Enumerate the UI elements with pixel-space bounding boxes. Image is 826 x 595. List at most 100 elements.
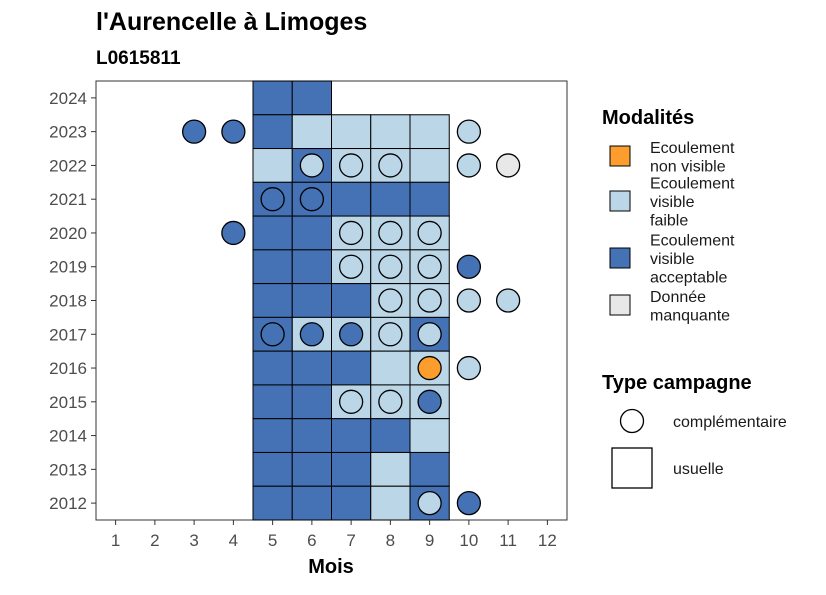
usuelle-cell (409, 418, 450, 453)
complementaire-point (338, 220, 364, 246)
legend-key (609, 294, 631, 316)
complementaire-point (417, 355, 442, 381)
y-tick-label: 2024 (49, 89, 87, 108)
y-tick-label: 2020 (49, 224, 87, 243)
usuelle-cell (331, 283, 372, 318)
complementaire-point (378, 220, 403, 246)
usuelle-cell (252, 114, 293, 150)
legend-label: Donnée manquante (650, 289, 730, 325)
chart-subtitle: L0615811 (96, 48, 181, 69)
usuelle-cell (252, 451, 293, 487)
usuelle-cell (370, 451, 411, 487)
complementaire-point (417, 288, 442, 313)
y-tick-label: 2017 (49, 325, 87, 344)
y-tick-label: 2019 (49, 258, 87, 277)
complementaire-point (338, 322, 364, 347)
usuelle-cell (291, 215, 332, 251)
usuelle-cell (252, 215, 293, 251)
legend-campagne-title: Type campagne (602, 372, 752, 394)
x-tick-label: 9 (425, 531, 434, 550)
y-tick-label: 2021 (49, 190, 87, 209)
x-tick-label: 4 (229, 531, 238, 550)
chart-title: l'Aurencelle à Limoges (96, 8, 367, 36)
usuelle-cell (252, 148, 293, 183)
x-tick-label: 11 (499, 531, 517, 550)
usuelle-cell (291, 350, 332, 386)
legend-key (609, 145, 631, 167)
legend-label: complémentaire (673, 414, 787, 431)
x-tick-label: 1 (111, 531, 120, 550)
complementaire-point (338, 153, 364, 178)
usuelle-cell (252, 283, 293, 318)
x-axis: 1 2 3 4 5 6 7 8 9 10 11 12 (111, 520, 557, 550)
usuelle-cell (370, 114, 411, 150)
usuelle-cell (331, 485, 372, 521)
usuelle-cell (291, 418, 332, 453)
legend-label: Ecoulement visible faible (650, 176, 735, 230)
y-axis: 2012 2013 2014 2015 2016 2017 2018 2019 2020 2021… (49, 89, 96, 513)
y-tick-label: 2014 (49, 427, 87, 446)
usuelle-cell (252, 418, 293, 453)
complementaire-point (378, 288, 403, 313)
usuelle-cell (291, 283, 332, 318)
usuelle-cell (331, 350, 372, 386)
complementaire-point (260, 322, 285, 347)
y-tick-label: 2012 (49, 494, 87, 513)
usuelle-cell (291, 485, 332, 521)
y-tick-label: 2015 (49, 393, 87, 412)
usuelle-cell (252, 350, 293, 386)
complementaire-points (181, 119, 521, 516)
usuelle-cell (291, 451, 332, 487)
complementaire-point (456, 490, 482, 516)
complementaire-point (299, 322, 325, 347)
legend-key (609, 247, 631, 269)
complementaire-point (495, 153, 521, 178)
complementaire-point (378, 153, 403, 178)
usuelle-cell (370, 350, 411, 386)
usuelle-cell (252, 485, 293, 521)
legend-label: usuelle (673, 461, 724, 478)
legend-circle-key (619, 408, 645, 434)
x-tick-label: 3 (189, 531, 198, 550)
legend-label: Ecoulement non visible (650, 140, 735, 176)
complementaire-point (338, 254, 364, 279)
usuelle-cell (409, 451, 450, 487)
x-tick-label: 6 (307, 531, 316, 550)
complementaire-point (260, 187, 285, 212)
complementaire-point (456, 355, 482, 381)
complementaire-point (221, 119, 246, 144)
complementaire-point (417, 490, 442, 516)
x-tick-label: 10 (459, 531, 478, 550)
x-tick-label: 7 (346, 531, 355, 550)
complementaire-point (456, 153, 482, 178)
usuelle-cell (370, 485, 411, 521)
usuelle-cell (291, 80, 332, 116)
complementaire-point (299, 153, 325, 178)
complementaire-point (417, 220, 442, 246)
x-tick-label: 2 (150, 531, 159, 550)
legend-campagne: complémentaire usuelle (611, 408, 787, 489)
usuelle-cell (291, 114, 332, 150)
complementaire-point (417, 389, 442, 414)
complementaire-point (417, 254, 442, 279)
usuelle-cell (291, 384, 332, 420)
complementaire-point (378, 389, 403, 414)
usuelle-cell (409, 181, 450, 217)
usuelle-cell (331, 418, 372, 453)
usuelle-cell (252, 249, 293, 285)
y-tick-label: 2013 (49, 460, 87, 479)
complementaire-point (417, 322, 442, 347)
complementaire-point (378, 322, 403, 347)
usuelle-cell (370, 181, 411, 217)
y-tick-label: 2023 (49, 123, 87, 142)
y-tick-label: 2022 (49, 156, 87, 175)
usuelle-cell (331, 114, 372, 150)
x-tick-label: 5 (268, 531, 277, 550)
usuelle-cell (252, 80, 293, 116)
complementaire-point (456, 288, 482, 313)
usuelle-cell (409, 148, 450, 183)
complementaire-point (456, 254, 482, 279)
usuelle-cell (291, 249, 332, 285)
